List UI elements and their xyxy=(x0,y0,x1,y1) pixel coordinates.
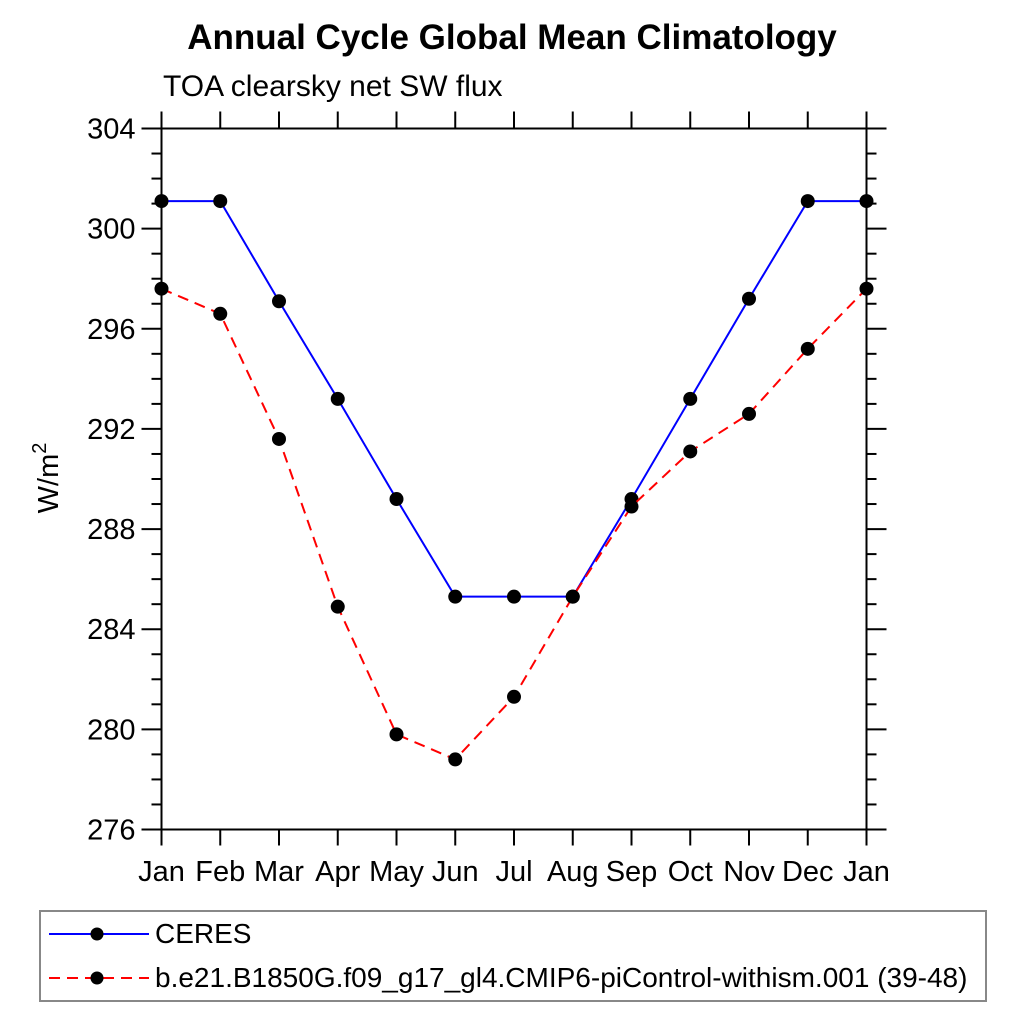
x-tick-label: Oct xyxy=(668,856,713,888)
x-tick-label: Sep xyxy=(606,856,658,888)
data-point-marker xyxy=(742,406,756,421)
chart-title: Annual Cycle Global Mean Climatology xyxy=(187,18,837,57)
data-point-marker xyxy=(683,444,698,459)
y-tick-label: 304 xyxy=(87,114,135,146)
data-point-marker xyxy=(272,294,286,309)
axis-frame xyxy=(160,127,868,831)
data-point-marker xyxy=(330,391,345,406)
x-tick-label: Jan xyxy=(843,856,890,888)
legend-item-ceres: CERES xyxy=(47,912,985,956)
legend: CERES b.e21.B1850G.f09_g17_gl4.CMIP6-piC… xyxy=(39,910,987,1002)
data-point-marker xyxy=(507,689,521,704)
data-point-marker xyxy=(565,589,580,604)
series-line-model xyxy=(161,287,868,761)
data-point-marker xyxy=(507,589,521,604)
legend-item-model: b.e21.B1850G.f09_g17_gl4.CMIP6-piControl… xyxy=(47,956,985,1000)
x-tick-label: Dec xyxy=(782,856,834,888)
x-tick-label: Jan xyxy=(138,856,185,888)
y-tick-label: 280 xyxy=(87,714,135,746)
y-axis-title: W/m2 xyxy=(29,443,65,514)
x-tick-label: Feb xyxy=(195,856,245,888)
x-tick-label: May xyxy=(369,856,424,888)
data-point-marker xyxy=(448,752,463,767)
data-point-marker xyxy=(154,194,169,209)
data-point-marker xyxy=(330,599,345,614)
x-tick-label: Mar xyxy=(254,856,304,888)
legend-label-ceres: CERES xyxy=(155,918,252,949)
x-tick-label: Jun xyxy=(432,856,479,888)
y-tick-label: 300 xyxy=(87,214,135,246)
data-point-marker xyxy=(859,194,874,209)
y-tick-label: 292 xyxy=(87,414,135,446)
series-line-ceres xyxy=(161,200,867,598)
x-tick-label: Jul xyxy=(495,856,532,888)
x-tick-label: Nov xyxy=(723,856,775,888)
data-point-marker xyxy=(448,589,463,604)
chart-subtitle: TOA clearsky net SW flux xyxy=(163,70,503,103)
y-tick-label: 276 xyxy=(87,815,135,847)
y-tick-label: 284 xyxy=(87,614,135,646)
data-point-marker xyxy=(800,194,815,209)
model-line-marker-icon xyxy=(49,971,149,985)
ceres-line-marker-icon xyxy=(49,927,149,941)
x-tick-label: Aug xyxy=(547,856,599,888)
data-point-marker xyxy=(742,291,756,306)
data-point-marker xyxy=(213,306,228,321)
data-point-marker xyxy=(154,281,169,296)
data-point-marker xyxy=(272,431,286,446)
legend-label-model: b.e21.B1850G.f09_g17_gl4.CMIP6-piControl… xyxy=(155,962,968,993)
x-tick-label: Apr xyxy=(315,856,360,888)
data-point-marker xyxy=(859,281,874,296)
data-point-marker xyxy=(389,727,404,742)
data-point-marker xyxy=(389,492,404,507)
y-tick-label: 296 xyxy=(87,314,135,346)
data-point-marker xyxy=(624,499,639,514)
data-point-marker xyxy=(683,391,698,406)
data-point-marker xyxy=(213,194,228,209)
data-point-marker xyxy=(800,341,815,356)
y-tick-label: 288 xyxy=(87,514,135,546)
